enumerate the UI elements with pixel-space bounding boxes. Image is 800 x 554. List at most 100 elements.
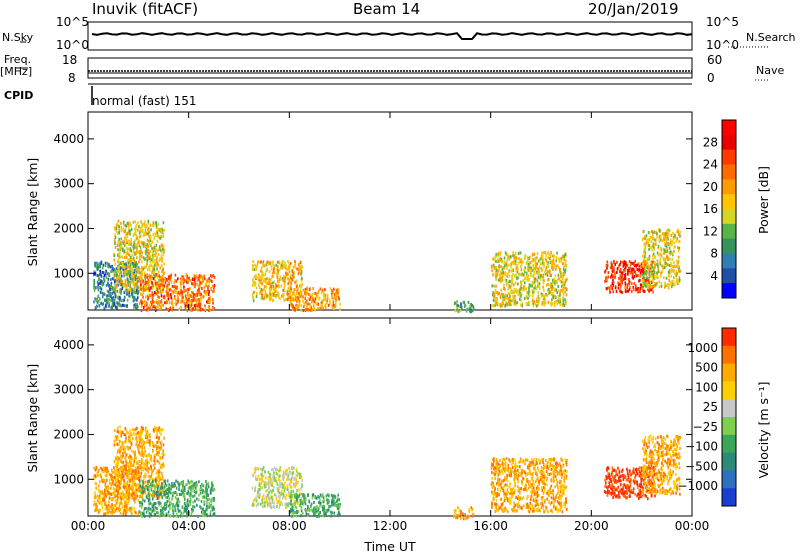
range-gate-cell [129,264,131,268]
range-gate-cell [197,276,200,280]
range-gate-cell [135,226,137,230]
range-gate-cell [212,307,214,311]
range-gate-cell [141,266,143,270]
range-gate-cell [136,476,138,480]
range-gate-cell [178,493,181,496]
range-gate-cell [552,259,554,263]
range-gate-cell [532,281,535,285]
range-gate-cell [292,307,294,311]
range-gate-cell [288,280,290,284]
range-gate-cell [548,270,550,274]
range-gate-cell [560,258,563,262]
range-gate-cell [656,232,658,236]
range-gate-cell [644,267,647,271]
range-gate-cell [144,249,147,253]
range-gate-cell [126,488,129,492]
range-gate-cell [499,303,501,307]
range-gate-cell [149,268,151,272]
range-gate-cell [140,425,143,429]
range-gate-cell [158,279,160,282]
range-gate-cell [171,507,174,511]
range-gate-cell [504,264,506,268]
range-gate-cell [678,266,680,270]
range-gate-cell [135,467,137,471]
range-gate-cell [304,303,306,306]
range-gate-cell [123,298,125,302]
range-gate-cell [204,277,206,281]
range-gate-cell [151,305,154,309]
range-gate-cell [626,263,629,267]
range-gate-cell [152,303,154,307]
range-gate-cell [112,492,114,496]
range-gate-cell [659,229,661,233]
range-gate-cell [161,484,163,488]
range-gate-cell [192,495,194,498]
range-gate-cell [180,305,182,309]
range-gate-cell [113,290,115,294]
range-gate-cell [619,263,621,267]
range-gate-cell [201,281,204,285]
range-gate-cell [253,283,256,287]
range-gate-cell [122,512,125,516]
range-gate-cell [177,509,180,513]
range-gate-cell [116,507,118,511]
range-gate-cell [105,284,108,287]
range-gate-cell [677,255,680,259]
range-gate-cell [643,266,645,270]
range-gate-cell [526,290,529,294]
range-gate-cell [607,286,609,290]
range-gate-cell [498,251,500,255]
range-gate-cell [156,478,158,482]
range-gate-cell [119,262,121,265]
range-gate-cell [541,257,543,261]
range-gate-cell [160,235,163,239]
range-gate-cell [109,482,112,485]
range-gate-cell [151,478,154,482]
freq-panel [16,57,768,81]
range-gate-cell [456,300,458,304]
range-gate-cell [309,308,312,312]
range-gate-cell [93,503,95,507]
range-gate-cell [649,246,652,250]
range-gate-cell [106,510,109,514]
range-gate-cell [274,286,277,290]
range-gate-cell [563,269,566,273]
range-gate-cell [132,245,134,248]
range-gate-cell [652,242,654,246]
range-gate-cell [149,238,152,242]
range-gate-cell [648,289,650,293]
range-gate-cell [550,301,553,305]
range-gate-cell [128,258,131,262]
range-gate-cell [138,267,141,271]
range-gate-cell [128,447,130,451]
range-gate-cell [165,495,167,499]
cpid-label: CPID [4,89,34,102]
range-gate-cell [125,267,127,271]
range-gate-cell [104,502,106,506]
range-gate-cell [146,242,148,246]
range-gate-cell [652,273,654,277]
range-gate-cell [117,270,119,274]
range-gate-cell [678,277,681,281]
range-gate-cell [298,304,300,308]
range-gate-cell [673,283,676,287]
range-gate-cell [127,231,129,235]
range-gate-cell [676,230,678,233]
beam-title: Beam 14 [353,0,421,18]
range-gate-cell [140,474,142,478]
range-gate-cell [510,303,513,307]
range-gate-cell [629,271,632,275]
range-gate-cell [134,232,137,236]
range-gate-cell [140,220,142,224]
range-gate-cell [122,303,124,307]
range-gate-cell [605,264,608,267]
range-gate-cell [553,266,555,270]
range-gate-cell [617,286,620,290]
range-gate-cell [554,294,556,298]
range-gate-cell [113,482,115,486]
range-gate-cell [501,276,503,280]
range-gate-cell [174,496,177,499]
range-gate-cell [155,292,158,296]
range-gate-cell [283,274,285,278]
range-gate-cell [101,491,103,495]
